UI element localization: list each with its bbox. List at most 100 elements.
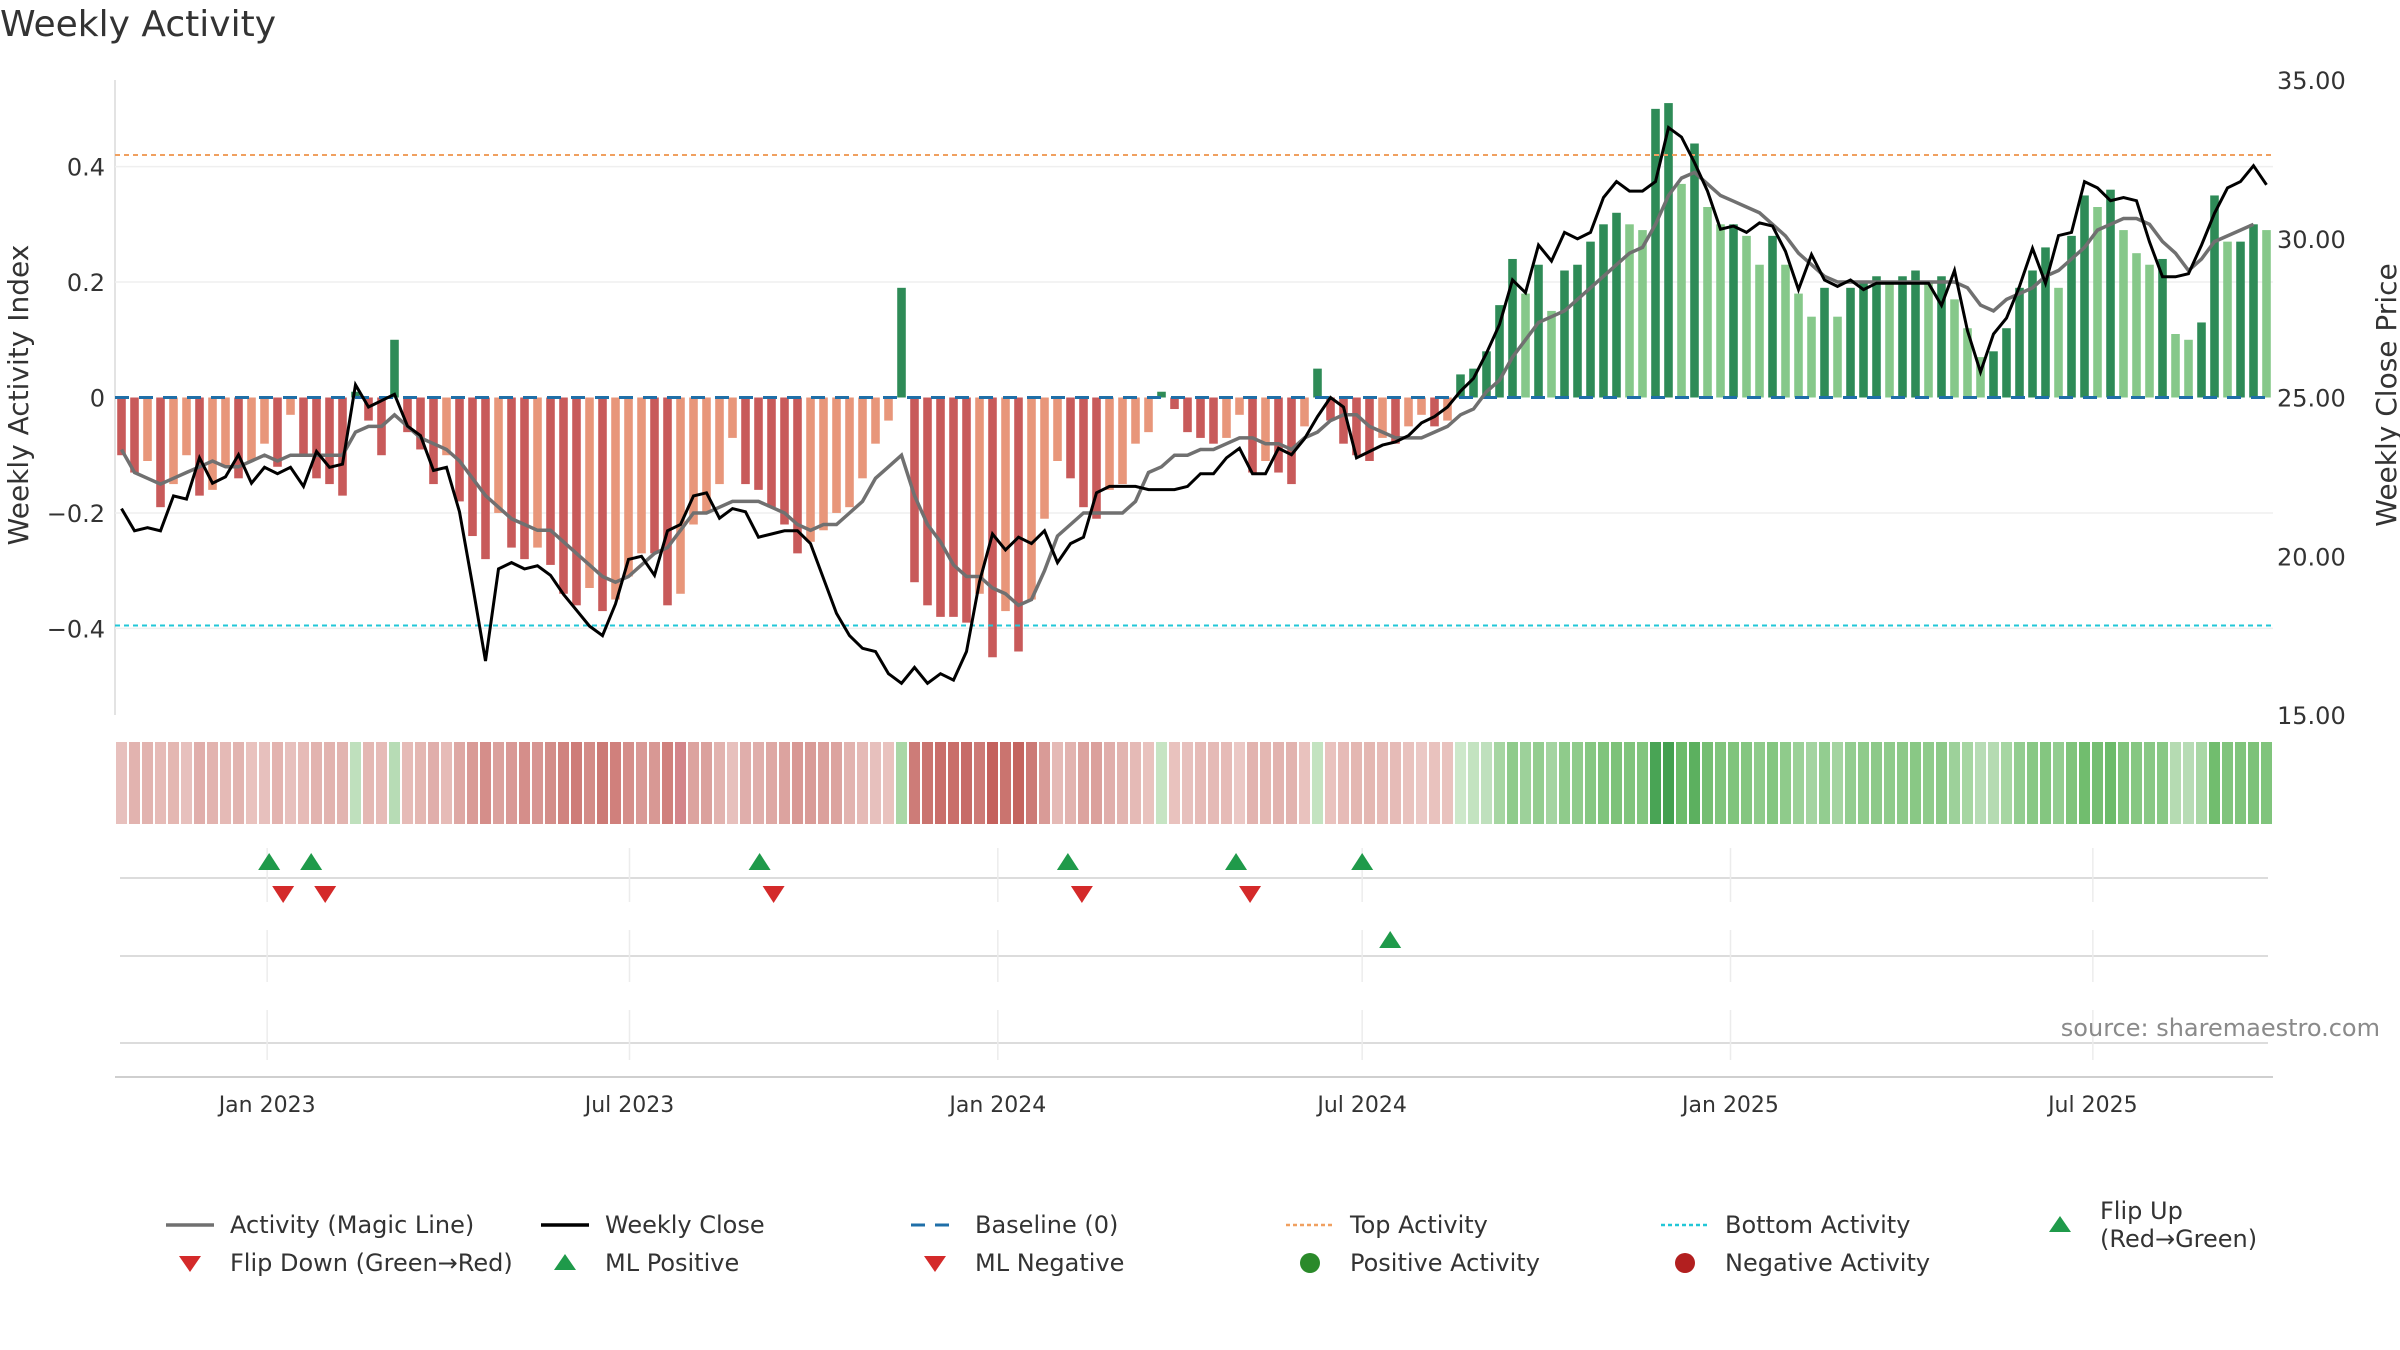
activity-bar <box>962 397 971 623</box>
activity-bar <box>2028 270 2037 398</box>
strip-cell <box>1715 742 1726 824</box>
activity-bar <box>1287 397 1296 485</box>
activity-bar <box>1274 397 1283 473</box>
strip-cell <box>259 742 270 824</box>
activity-bar <box>2197 322 2206 398</box>
strip-cell <box>1117 742 1128 824</box>
activity-bar <box>403 397 412 433</box>
y-left-tick-label: 0 <box>90 385 105 413</box>
strip-cell <box>1780 742 1791 824</box>
activity-bar <box>702 397 711 513</box>
strip-cell <box>1286 742 1297 824</box>
legend-item: ML Positive <box>535 1248 905 1278</box>
activity-bar <box>2171 334 2180 398</box>
activity-bar <box>728 397 737 438</box>
strip-cell <box>1793 742 1804 824</box>
activity-bar <box>1014 397 1023 652</box>
legend-item: Weekly Close <box>535 1210 905 1240</box>
activity-bar <box>988 397 997 658</box>
strip-cell <box>1013 742 1024 824</box>
strip-cell <box>597 742 608 824</box>
activity-bar <box>1547 310 1556 398</box>
strip-cell <box>480 742 491 824</box>
strip-cell <box>272 742 283 824</box>
activity-bar <box>572 397 581 606</box>
activity-bar <box>949 397 958 617</box>
x-tick-label: Jan 2024 <box>947 1093 1046 1118</box>
strip-cell <box>363 742 374 824</box>
strip-cell <box>2001 742 2012 824</box>
flip-up-marker <box>748 853 771 870</box>
flip-down-marker <box>1070 886 1093 903</box>
legend-item: Top Activity <box>1280 1210 1655 1240</box>
strip-cell <box>116 742 127 824</box>
activity-bar <box>1001 397 1010 612</box>
strip-cell <box>1702 742 1713 824</box>
strip-cell <box>1845 742 1856 824</box>
activity-bar <box>273 397 282 467</box>
activity-bar <box>2015 287 2024 398</box>
activity-bar <box>2067 235 2076 398</box>
strip-cell <box>337 742 348 824</box>
strip-cell <box>2079 742 2090 824</box>
strip-cell <box>1559 742 1570 824</box>
activity-bar <box>1170 397 1179 410</box>
strip-cell <box>1520 742 1531 824</box>
activity-bar <box>182 397 191 456</box>
strip-cell <box>831 742 842 824</box>
strip-cell <box>1806 742 1817 824</box>
activity-bar <box>1937 276 1946 398</box>
strip-cell <box>1039 742 1050 824</box>
strip-cell <box>1000 742 1011 824</box>
legend-item: Flip Up (Red→Green) <box>2030 1197 2330 1253</box>
activity-bar <box>1209 397 1218 444</box>
strip-cell <box>961 742 972 824</box>
strip-cell <box>1312 742 1323 824</box>
strip-cell <box>987 742 998 824</box>
strip-cell <box>1897 742 1908 824</box>
strip-cell <box>2105 742 2116 824</box>
legend-item: Negative Activity <box>1655 1248 2030 1278</box>
strip-cell <box>1832 742 1843 824</box>
strip-cell <box>623 742 634 824</box>
activity-bar <box>1261 397 1270 461</box>
flip-up-marker <box>1056 853 1079 870</box>
strip-cell <box>493 742 504 824</box>
strip-cell <box>324 742 335 824</box>
strip-cell <box>428 742 439 824</box>
activity-bar <box>1560 270 1569 398</box>
activity-bar <box>2002 328 2011 398</box>
activity-bar <box>312 397 321 479</box>
strip-cell <box>636 742 647 824</box>
activity-bar <box>806 397 815 542</box>
strip-cell <box>1507 742 1518 824</box>
strip-cell <box>2040 742 2051 824</box>
strip-cell <box>1884 742 1895 824</box>
activity-bar <box>1781 264 1790 398</box>
activity-bar <box>1768 235 1777 398</box>
strip-cell <box>389 742 400 824</box>
activity-bar <box>546 397 555 565</box>
activity-bar <box>1027 397 1036 600</box>
y-right-tick-label: 15.00 <box>2277 702 2346 730</box>
strip-cell <box>1260 742 1271 824</box>
activity-bar <box>1040 397 1049 519</box>
strip-cell <box>415 742 426 824</box>
strip-cell <box>1858 742 1869 824</box>
strip-cell <box>2248 742 2259 824</box>
strip-cell <box>1195 742 1206 824</box>
strip-cell <box>714 742 725 824</box>
strip-cell <box>922 742 933 824</box>
x-tick-label: Jul 2024 <box>1315 1093 1407 1118</box>
activity-bar <box>1456 374 1465 398</box>
legend-symbol-icon <box>905 1210 965 1240</box>
activity-bar <box>1079 397 1088 508</box>
activity-bar <box>1339 397 1348 444</box>
activity-bar <box>715 397 724 485</box>
activity-bar <box>429 397 438 485</box>
activity-bar <box>2145 264 2154 398</box>
activity-bar <box>130 397 139 473</box>
legend-label: Weekly Close <box>605 1211 765 1239</box>
activity-bar <box>533 397 542 548</box>
legend-item: Flip Down (Green→Red) <box>160 1248 535 1278</box>
